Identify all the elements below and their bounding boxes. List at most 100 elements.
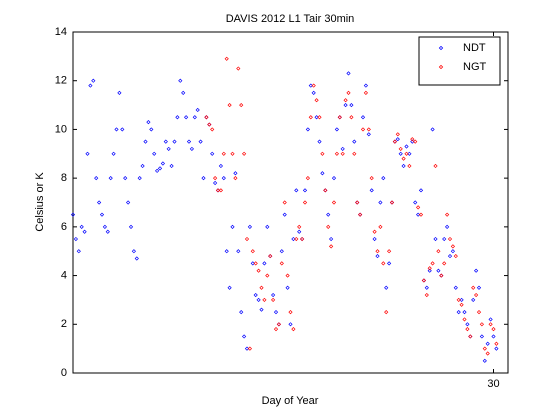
- legend-label: NDT: [463, 42, 486, 54]
- data-point: [369, 188, 374, 193]
- data-point: [401, 163, 406, 169]
- data-point: [91, 78, 96, 83]
- data-point: [430, 127, 435, 132]
- data-point: [471, 285, 476, 290]
- chart-title: DAVIS 2012 L1 Tair 30min: [226, 13, 355, 25]
- data-point: [250, 249, 255, 254]
- data-point: [131, 249, 136, 254]
- data-point: [279, 261, 284, 266]
- data-point: [213, 176, 218, 181]
- data-point: [427, 266, 432, 271]
- data-point: [273, 310, 279, 315]
- data-point: [387, 261, 392, 266]
- y-axis-label: Celsius or K: [34, 172, 46, 232]
- data-point: [259, 307, 264, 312]
- data-point: [311, 83, 316, 88]
- data-point: [456, 297, 461, 303]
- data-point: [433, 236, 438, 242]
- data-point: [253, 292, 258, 298]
- data-point: [372, 236, 377, 242]
- data-point: [97, 200, 102, 205]
- data-point: [314, 115, 319, 120]
- data-point: [192, 115, 197, 120]
- data-point: [352, 151, 357, 156]
- data-point: [273, 327, 279, 332]
- data-point: [320, 151, 325, 156]
- data-point: [271, 292, 276, 298]
- data-point: [488, 322, 493, 327]
- data-point: [157, 166, 163, 171]
- data-point: [468, 334, 473, 339]
- data-point: [442, 236, 447, 242]
- data-point: [230, 224, 235, 229]
- data-point: [279, 249, 284, 254]
- data-point: [363, 83, 368, 88]
- legend-marker: [438, 45, 444, 51]
- data-point: [334, 127, 339, 132]
- data-point: [404, 151, 409, 156]
- data-point: [126, 200, 131, 205]
- data-point: [453, 253, 458, 259]
- data-point: [201, 176, 206, 181]
- data-point: [430, 261, 435, 266]
- data-point: [236, 249, 241, 254]
- data-point: [381, 176, 386, 181]
- data-point: [242, 334, 247, 339]
- data-point: [346, 71, 351, 76]
- data-point: [343, 102, 348, 108]
- data-point: [488, 317, 493, 322]
- data-point: [474, 292, 479, 298]
- data-point: [395, 137, 400, 142]
- data-point: [360, 115, 366, 120]
- data-point: [88, 83, 93, 88]
- data-point: [262, 261, 267, 266]
- data-point: [450, 244, 455, 249]
- data-point: [221, 151, 226, 156]
- data-point: [233, 176, 238, 181]
- data-point: [233, 171, 238, 176]
- data-point: [117, 90, 122, 95]
- data-point: [102, 224, 107, 229]
- data-point: [459, 302, 464, 307]
- data-point: [450, 249, 455, 254]
- data-point: [323, 188, 328, 193]
- data-point: [392, 139, 397, 144]
- data-point: [340, 151, 345, 156]
- data-point: [317, 139, 322, 144]
- data-point: [311, 90, 316, 95]
- data-point: [294, 188, 299, 193]
- data-point: [70, 212, 76, 217]
- data-point: [137, 176, 142, 181]
- data-point: [462, 310, 467, 315]
- data-point: [474, 268, 479, 273]
- data-point: [308, 83, 313, 88]
- data-point: [331, 176, 337, 181]
- data-point: [465, 327, 470, 332]
- data-point: [210, 127, 215, 132]
- y-tick-label: 10: [55, 123, 67, 135]
- data-point: [395, 132, 400, 137]
- data-point: [427, 268, 432, 273]
- data-point: [346, 90, 351, 95]
- data-point: [381, 261, 386, 266]
- x-axis-label: Day of Year: [262, 395, 319, 407]
- data-point: [416, 205, 421, 210]
- data-point: [479, 322, 484, 327]
- data-point: [384, 285, 389, 290]
- data-point: [297, 229, 302, 234]
- data-point: [247, 346, 252, 351]
- data-point: [253, 261, 258, 266]
- data-point: [329, 244, 334, 249]
- data-point: [123, 176, 128, 181]
- data-point: [352, 139, 357, 144]
- legend-label: NGT: [463, 61, 487, 73]
- data-point: [73, 236, 78, 242]
- data-point: [320, 171, 325, 176]
- data-point: [375, 249, 380, 254]
- data-point: [172, 139, 177, 144]
- data-point: [259, 285, 264, 290]
- data-point: [189, 146, 194, 152]
- data-point: [291, 327, 296, 332]
- data-point: [227, 285, 232, 290]
